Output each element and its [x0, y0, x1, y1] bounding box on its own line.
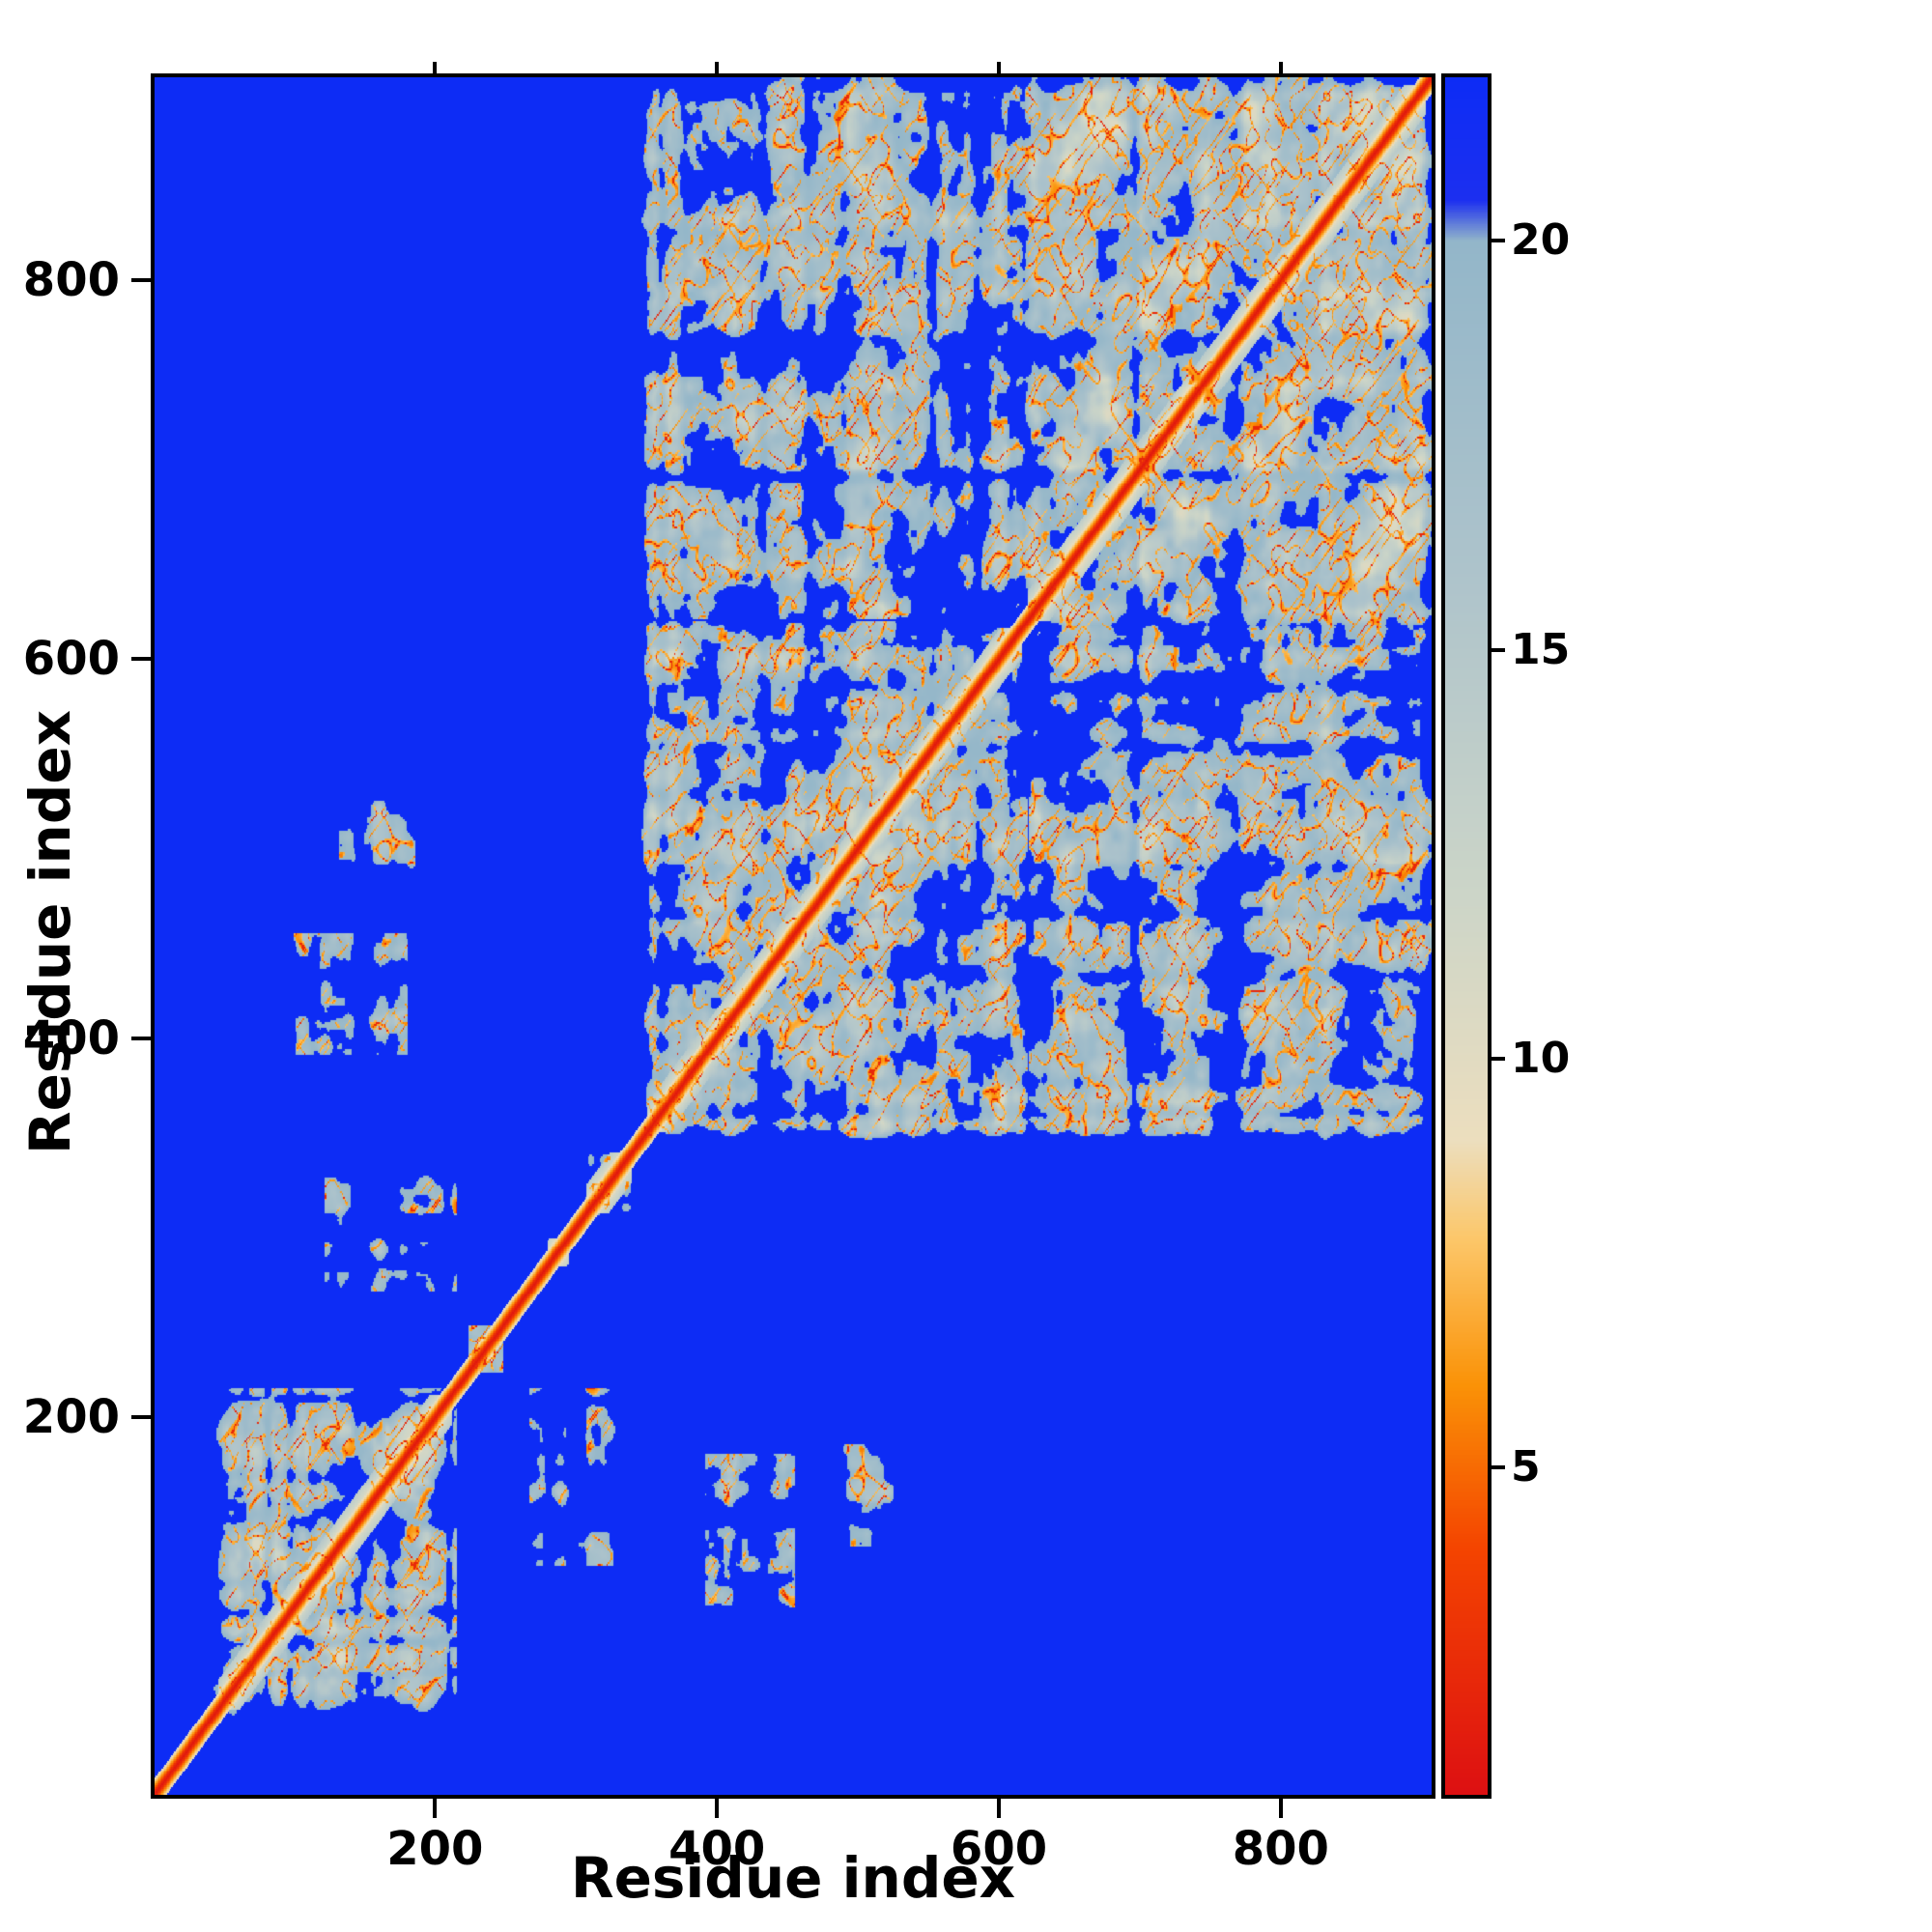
x-tick-label: 400: [668, 1822, 766, 1876]
y-tick-label: 400: [22, 1010, 120, 1065]
y-tick-mark: [131, 1036, 151, 1040]
y-tick-mark: [131, 277, 151, 282]
x-tick-mark: [433, 1799, 438, 1818]
x-top-tick-mark: [715, 62, 720, 73]
x-top-tick-mark: [997, 62, 1002, 73]
colorbar-tick-label: 5: [1511, 1442, 1541, 1492]
colorbar-tick-mark: [1492, 239, 1505, 243]
colorbar: [1441, 73, 1492, 1799]
colorbar-tick-mark: [1492, 1465, 1505, 1470]
colorbar-gradient: [1445, 77, 1488, 1795]
x-tick-mark: [715, 1799, 720, 1818]
x-top-tick-mark: [1278, 62, 1283, 73]
x-axis-label: Residue index: [570, 1845, 1016, 1911]
y-tick-mark: [131, 1415, 151, 1420]
y-tick-label: 200: [22, 1390, 120, 1445]
x-tick-label: 200: [386, 1822, 484, 1876]
x-tick-label: 800: [1232, 1822, 1329, 1876]
x-tick-label: 600: [950, 1822, 1048, 1876]
y-tick-mark: [131, 657, 151, 662]
plot-area: [151, 73, 1435, 1799]
colorbar-tick-label: 10: [1511, 1034, 1571, 1083]
x-top-tick-mark: [433, 62, 438, 73]
colorbar-tick-label: 20: [1511, 215, 1571, 266]
colorbar-tick-label: 15: [1511, 624, 1571, 674]
x-tick-mark: [1278, 1799, 1283, 1818]
colorbar-tick-mark: [1492, 647, 1505, 652]
x-tick-mark: [997, 1799, 1002, 1818]
y-tick-label: 800: [22, 252, 120, 307]
y-tick-label: 600: [22, 632, 120, 687]
distance-map-canvas: [155, 77, 1432, 1795]
y-axis-label: Residue index: [17, 709, 83, 1155]
colorbar-tick-mark: [1492, 1057, 1505, 1061]
